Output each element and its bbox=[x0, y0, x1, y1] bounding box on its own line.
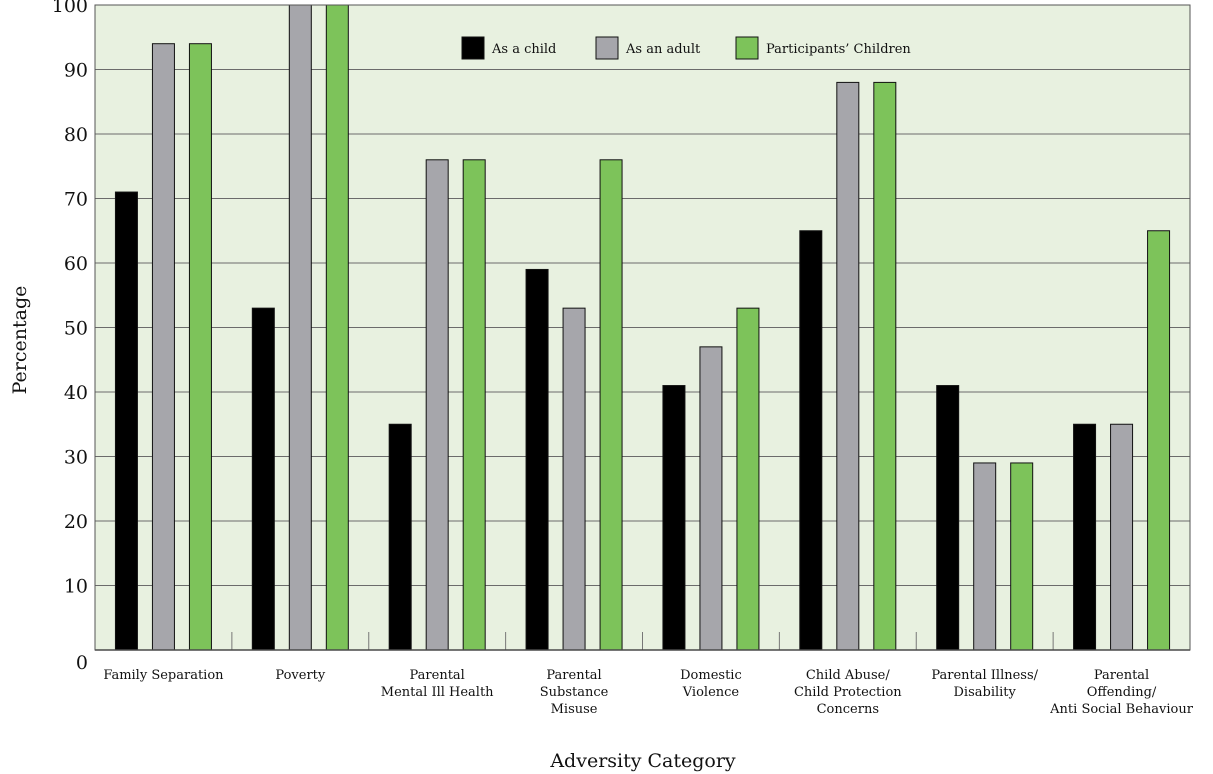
x-axis-title: Adversity Category bbox=[549, 750, 736, 772]
y-axis-ticks: 0 10 20 30 40 50 60 70 80 90 100 bbox=[52, 0, 88, 674]
bar bbox=[288, 4, 312, 651]
category-label-line: Concerns bbox=[817, 702, 879, 717]
bar bbox=[936, 385, 960, 651]
bar bbox=[1073, 423, 1097, 651]
category-label-line: Child Abuse/ bbox=[806, 668, 891, 683]
category-labels: Family Separation Poverty Parental Mental I… bbox=[103, 668, 1193, 717]
bar bbox=[462, 159, 486, 651]
bar bbox=[151, 43, 175, 651]
category-label: Parental Substance Misuse bbox=[540, 668, 609, 717]
legend-label: Participants’ Children bbox=[766, 42, 911, 57]
legend-swatch bbox=[461, 36, 485, 60]
legend: As a child As an adult Participants’ Child… bbox=[461, 36, 911, 60]
category-label: Domestic Violence bbox=[680, 668, 742, 700]
category-label: Child Abuse/Child Protection Concerns bbox=[794, 668, 902, 717]
bar bbox=[562, 307, 586, 651]
category-label-line: Mental Ill Health bbox=[381, 685, 494, 700]
category-label: Family Separation bbox=[103, 668, 224, 683]
category-label: Parental Mental Ill Health bbox=[381, 668, 494, 700]
category-label-line: Substance bbox=[540, 685, 609, 700]
y-tick-label: 100 bbox=[52, 0, 88, 17]
category-label-line: Child Protection bbox=[794, 685, 902, 700]
bar bbox=[1147, 230, 1171, 651]
y-tick-label: 20 bbox=[64, 511, 88, 533]
plot-border bbox=[94, 4, 1191, 651]
category-label-line: Parental bbox=[410, 668, 465, 683]
category-label: Parental Offending/Anti Social Behaviour bbox=[1049, 668, 1194, 717]
category-label-line: Anti Social Behaviour bbox=[1049, 702, 1194, 717]
category-label-line: Family Separation bbox=[103, 668, 224, 683]
bar bbox=[425, 159, 449, 651]
bar bbox=[699, 346, 723, 651]
category-label-line: Parental bbox=[1094, 668, 1149, 683]
y-tick-label: 40 bbox=[64, 382, 88, 404]
bar bbox=[1010, 462, 1034, 651]
bar bbox=[1110, 423, 1134, 651]
category-label: Parental Illness/Disability bbox=[931, 668, 1038, 700]
bar bbox=[973, 462, 997, 651]
legend-swatch bbox=[595, 36, 619, 60]
bar bbox=[188, 43, 212, 651]
bar bbox=[873, 81, 897, 651]
y-tick-label: 60 bbox=[64, 253, 88, 275]
bar bbox=[251, 307, 275, 651]
legend-label: As an adult bbox=[625, 42, 701, 57]
category-label-line: Disability bbox=[954, 685, 1017, 700]
legend-label: As a child bbox=[491, 42, 556, 57]
category-label-line: Poverty bbox=[275, 668, 326, 683]
category-label-line: Misuse bbox=[551, 702, 598, 717]
category-label-line: Offending/ bbox=[1087, 685, 1157, 700]
category-label-line: Parental Illness/ bbox=[931, 668, 1038, 683]
category-label-line: Parental bbox=[546, 668, 601, 683]
bar bbox=[599, 159, 623, 651]
bar bbox=[388, 423, 412, 651]
x-axis-ticks bbox=[231, 632, 1054, 650]
bar bbox=[525, 268, 549, 651]
category-label-line: Domestic bbox=[680, 668, 742, 683]
legend-swatch bbox=[735, 36, 759, 60]
y-tick-label: 80 bbox=[64, 124, 88, 146]
bar bbox=[799, 230, 823, 651]
y-tick-label: 0 bbox=[76, 652, 88, 674]
bar bbox=[114, 191, 138, 651]
y-tick-label: 90 bbox=[64, 60, 88, 82]
y-tick-label: 30 bbox=[64, 447, 88, 469]
y-tick-label: 10 bbox=[64, 576, 88, 598]
y-tick-label: 70 bbox=[64, 189, 88, 211]
y-axis-title: Percentage bbox=[9, 286, 31, 395]
y-tick-label: 50 bbox=[64, 318, 88, 340]
bar bbox=[662, 385, 686, 651]
category-label-line: Violence bbox=[682, 685, 740, 700]
category-label: Poverty bbox=[275, 668, 326, 683]
bar bbox=[325, 4, 349, 651]
bar bbox=[836, 81, 860, 651]
bar bbox=[736, 307, 760, 651]
